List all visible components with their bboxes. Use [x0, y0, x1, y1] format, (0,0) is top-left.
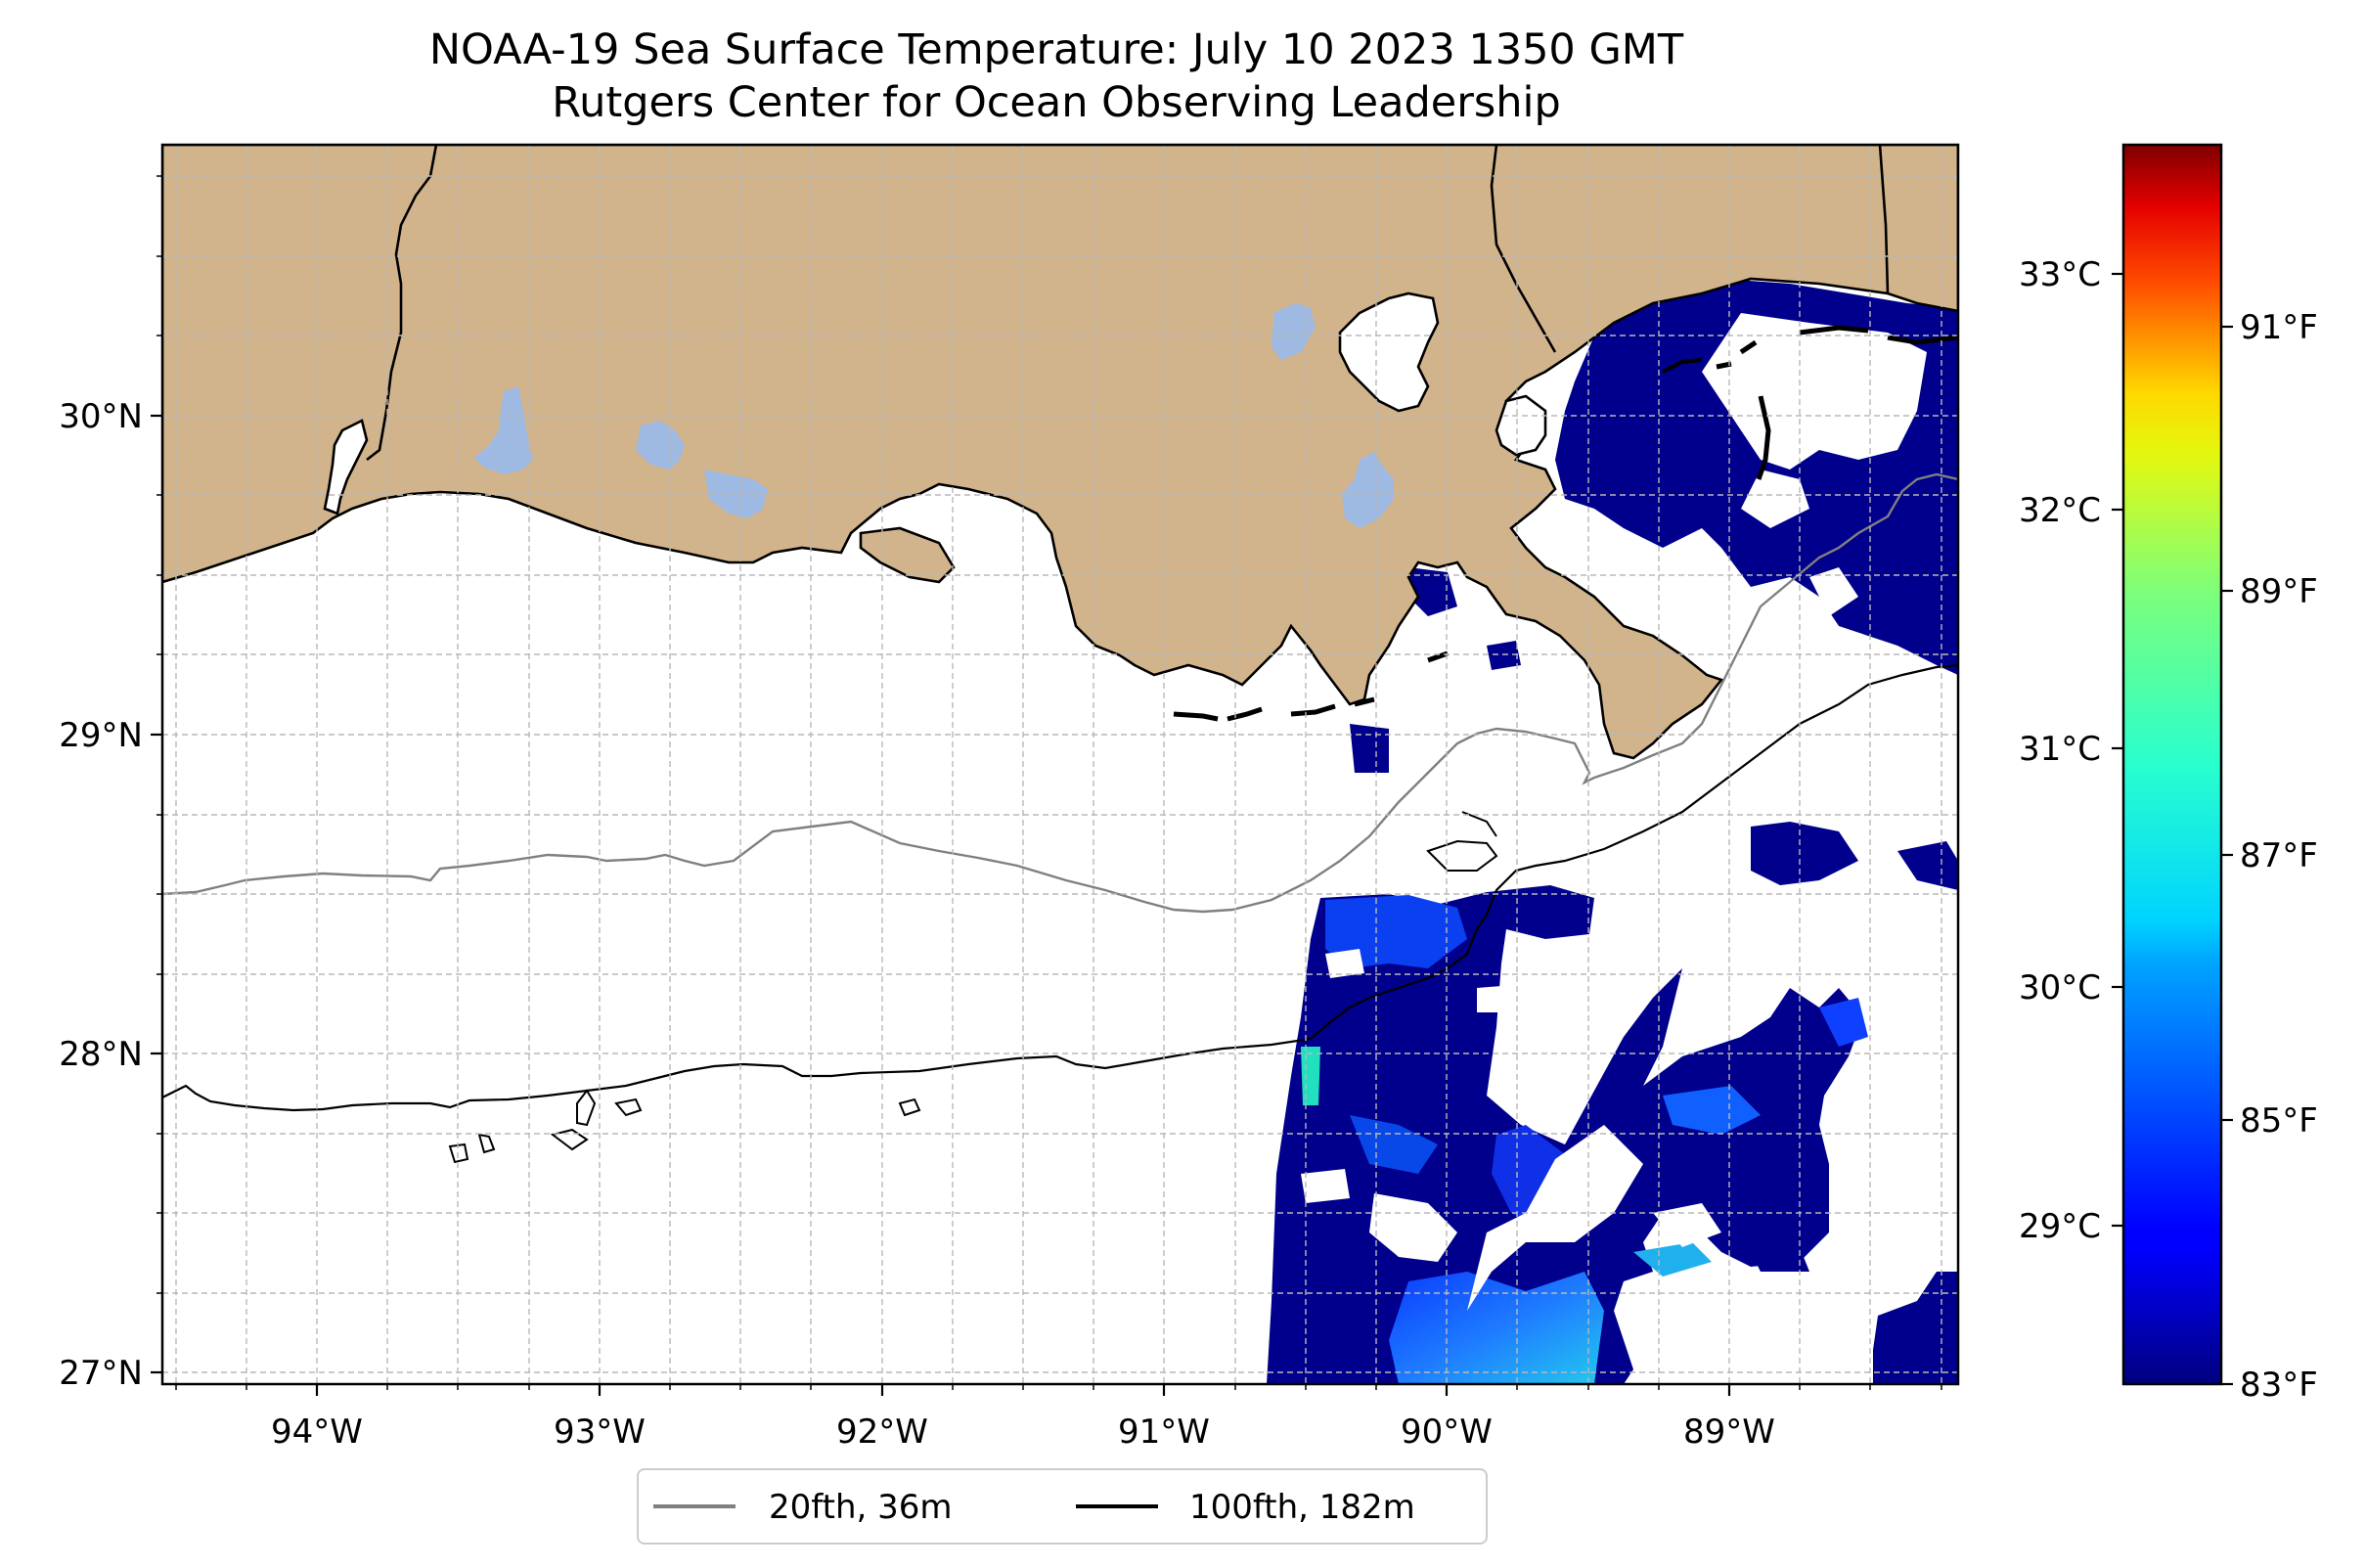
colorbar-fahrenheit-label: 85°F: [2240, 1101, 2318, 1141]
lon-tick-label: 89°W: [1683, 1412, 1775, 1452]
map-subtitle: Rutgers Center for Ocean Observing Leade…: [552, 78, 1561, 127]
map-title: NOAA-19 Sea Surface Temperature: July 10…: [428, 25, 1684, 74]
colorbar-gradient: [2121, 143, 2223, 1386]
sst-data: [1267, 272, 1958, 1384]
colorbar-celsius-label: 33°C: [2019, 255, 2101, 294]
lon-tick-label: 92°W: [836, 1412, 928, 1452]
lat-tick-label: 30°N: [59, 397, 143, 436]
contour-100fth: [162, 663, 1958, 1112]
axis-ticks: [151, 414, 1731, 1396]
colorbar-fahrenheit-label: 87°F: [2240, 836, 2318, 875]
contour-20fth: [162, 472, 1958, 914]
colorbar-fahrenheit-label: 83°F: [2240, 1366, 2318, 1405]
map-area: [162, 145, 1958, 1384]
colorbar: 29°C 30°C 31°C 32°C 33°C 83°F 85°F 87°F …: [2019, 143, 2318, 1405]
lat-tick-label: 27°N: [59, 1354, 143, 1393]
lat-tick-label: 29°N: [59, 716, 143, 755]
colorbar-fahrenheit-label: 89°F: [2240, 572, 2318, 611]
colorbar-celsius-label: 31°C: [2019, 730, 2101, 769]
lon-tick-label: 91°W: [1118, 1412, 1210, 1452]
lon-tick-label: 90°W: [1401, 1412, 1493, 1452]
colorbar-fahrenheit-label: 91°F: [2240, 308, 2318, 347]
legend-label-20fth: 20fth, 36m: [769, 1488, 953, 1527]
colorbar-celsius-label: 29°C: [2019, 1207, 2101, 1246]
lon-tick-label: 94°W: [271, 1412, 363, 1452]
colorbar-celsius-label: 30°C: [2019, 968, 2101, 1008]
map-frame: [160, 143, 1960, 1386]
contour-legend: 20fth, 36m 100fth, 182m: [637, 1468, 1488, 1545]
lat-tick-label: 28°N: [59, 1035, 143, 1074]
legend-label-100fth: 100fth, 182m: [1189, 1488, 1415, 1527]
colorbar-celsius-label: 32°C: [2019, 491, 2101, 530]
lon-tick-label: 93°W: [554, 1412, 646, 1452]
gridlines: [162, 145, 1958, 1384]
